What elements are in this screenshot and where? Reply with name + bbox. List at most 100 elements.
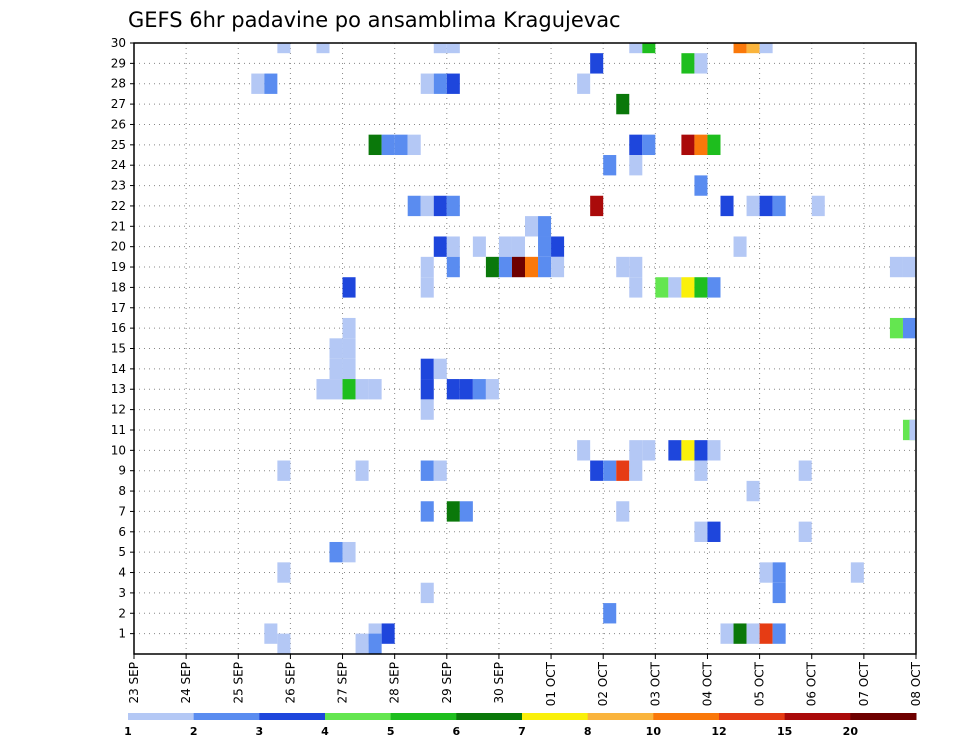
- heatmap-cell: [446, 73, 460, 94]
- x-tick-label: 29 SEP: [440, 662, 454, 704]
- heatmap-cell: [277, 43, 291, 54]
- heatmap-cell: [772, 623, 786, 644]
- heatmap-cell: [616, 460, 630, 481]
- colorbar-label: 3: [256, 725, 264, 738]
- heatmap-cell: [759, 562, 773, 583]
- heatmap-cell: [603, 155, 617, 176]
- x-tick-label: 25 SEP: [231, 662, 245, 704]
- heatmap-cell: [694, 460, 708, 481]
- heatmap-cell: [420, 195, 434, 217]
- x-tick-label: 02 OCT: [596, 661, 610, 706]
- heatmap-cell: [681, 53, 695, 74]
- y-tick-label: 27: [111, 97, 126, 111]
- heatmap-cell: [498, 256, 512, 278]
- y-tick-label: 2: [118, 606, 126, 620]
- colorbar-swatch: [325, 713, 392, 720]
- heatmap-cell: [329, 379, 343, 400]
- heatmap-cell: [433, 43, 447, 54]
- y-axis-ticks: 1234567891011121314151617181920212223242…: [111, 36, 134, 641]
- y-tick-label: 22: [111, 199, 126, 213]
- colorbar-legend: 1 2 3 4 5 6 7 8 10 12 15 20: [124, 713, 917, 738]
- y-tick-label: 29: [111, 56, 126, 70]
- heatmap-cell: [420, 399, 434, 420]
- x-tick-label: 28 SEP: [388, 662, 402, 704]
- heatmap-cell: [694, 134, 708, 156]
- heatmap-cell: [629, 134, 643, 156]
- heatmap-cell: [629, 277, 643, 298]
- y-tick-label: 10: [111, 443, 126, 457]
- heatmap-cell: [525, 256, 539, 278]
- heatmap-cell: [420, 501, 434, 522]
- heatmap-cell: [551, 256, 565, 278]
- heatmap-cell: [472, 236, 486, 257]
- y-tick-label: 25: [111, 138, 126, 152]
- colorbar-swatch: [259, 713, 326, 720]
- heatmap-cell: [759, 43, 773, 54]
- y-tick-label: 26: [111, 117, 126, 131]
- heatmap-cell: [811, 195, 825, 217]
- heatmap-cell: [446, 256, 460, 278]
- heatmap-cell: [616, 93, 630, 115]
- heatmap-cell: [407, 134, 421, 156]
- heatmap-cell: [420, 256, 434, 278]
- colorbar-label: 20: [843, 725, 859, 738]
- heatmap-cell: [433, 460, 447, 481]
- colorbar-label: 1: [124, 725, 132, 738]
- heatmap-cell: [629, 155, 643, 176]
- heatmap-cell: [694, 277, 708, 298]
- heatmap-cell: [459, 379, 473, 400]
- heatmap-cell: [733, 236, 747, 257]
- colorbar-swatch: [128, 713, 195, 720]
- heatmap-cell: [368, 379, 382, 400]
- heatmap-cell: [577, 440, 591, 461]
- heatmap-cell: [420, 73, 434, 94]
- heatmap-cell: [316, 379, 330, 400]
- colorbar-label: 10: [646, 725, 662, 738]
- heatmap-cell: [355, 633, 369, 654]
- heatmap-cell: [420, 277, 434, 298]
- heatmap-cell: [902, 256, 916, 278]
- heatmap-cell: [551, 236, 565, 257]
- heatmap-cell: [446, 195, 460, 217]
- heatmap-cell: [681, 134, 695, 156]
- y-tick-label: 8: [118, 484, 126, 498]
- heatmap-cell: [342, 317, 356, 339]
- heatmap-cells: [251, 43, 916, 654]
- colorbar-label: 5: [387, 725, 395, 738]
- heatmap-cell: [681, 440, 695, 461]
- y-tick-label: 24: [111, 158, 126, 172]
- colorbar-swatch: [850, 713, 917, 720]
- heatmap-cell: [446, 379, 460, 400]
- heatmap-cell: [329, 541, 343, 563]
- y-tick-label: 1: [118, 627, 126, 641]
- x-tick-label: 08 OCT: [909, 661, 923, 706]
- y-tick-label: 9: [118, 464, 126, 478]
- colorbar-swatch: [456, 713, 523, 720]
- heatmap-cell: [655, 277, 669, 298]
- x-axis-ticks: 23 SEP 24 SEP 25 SEP 26 SEP 27 SEP 28 SEP 29 S…: [127, 654, 923, 706]
- heatmap-cell: [538, 256, 552, 278]
- heatmap-cell: [498, 236, 512, 257]
- heatmap-cell: [746, 480, 760, 502]
- heatmap-cell: [538, 236, 552, 257]
- heatmap-cell: [538, 216, 552, 237]
- heatmap-cell: [433, 73, 447, 94]
- heatmap-cell: [590, 195, 604, 217]
- heatmap-cell: [642, 134, 656, 156]
- x-tick-label: 03 OCT: [648, 661, 662, 706]
- heatmap-cell: [459, 501, 473, 522]
- heatmap-cell: [746, 195, 760, 217]
- y-tick-label: 17: [111, 301, 126, 315]
- heatmap-cell: [629, 440, 643, 461]
- x-tick-label: 26 SEP: [283, 662, 297, 704]
- heatmap-cell: [759, 195, 773, 217]
- heatmap-cell: [420, 582, 434, 604]
- heatmap-cell: [707, 277, 721, 298]
- heatmap-cell: [368, 134, 382, 156]
- x-tick-label: 24 SEP: [179, 662, 193, 704]
- heatmap-cell: [629, 43, 643, 54]
- heatmap-cell: [342, 379, 356, 400]
- heatmap-cell: [264, 73, 278, 94]
- heatmap-cell: [798, 521, 812, 542]
